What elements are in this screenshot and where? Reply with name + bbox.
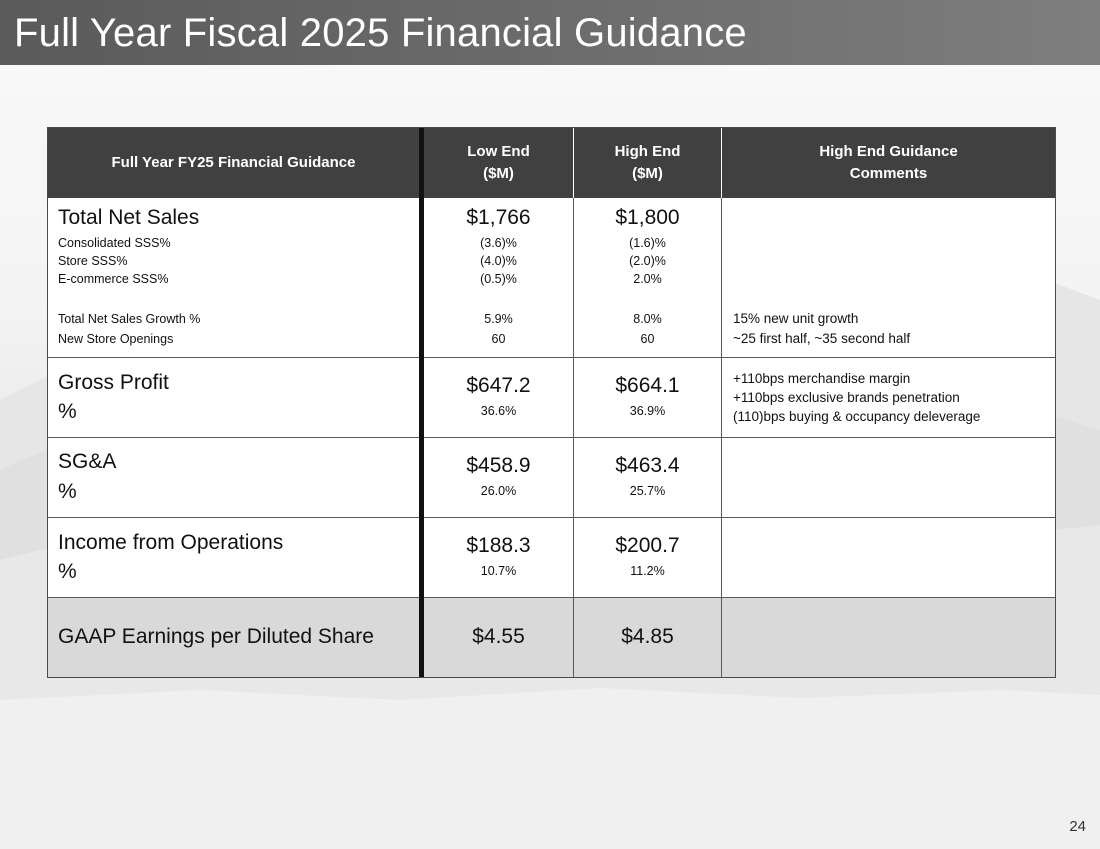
header-low-line1: Low End xyxy=(467,143,530,160)
subrow-label: Store SSS% xyxy=(58,254,128,268)
gross-profit-label: Gross Profit xyxy=(58,371,169,394)
subrow-label: E-commerce SSS% xyxy=(58,272,169,286)
subrow-label: Consolidated SSS% xyxy=(58,236,171,250)
row-divider xyxy=(48,597,1055,598)
subrow-comment: ~25 first half, ~35 second half xyxy=(733,331,911,346)
eps-low: $4.55 xyxy=(472,625,525,648)
sga-low: $458.9 xyxy=(466,454,531,477)
net-sales-high: $1,800 xyxy=(615,206,680,229)
subrow-low: (0.5)% xyxy=(480,272,517,286)
gross-profit-high-pct: 36.9% xyxy=(629,404,666,418)
title-bar: Full Year Fiscal 2025 Financial Guidance xyxy=(0,0,1100,65)
subrow-high: (1.6)% xyxy=(629,236,666,250)
header-high-end: High End ($M) xyxy=(574,128,721,198)
income-ops-low-pct: 10.7% xyxy=(480,564,517,578)
header-high-line2: ($M) xyxy=(632,165,663,182)
subrow-low: (4.0)% xyxy=(480,254,517,268)
subrow-low: (3.6)% xyxy=(480,236,517,250)
subrow-high: 2.0% xyxy=(633,272,662,286)
header-metric: Full Year FY25 Financial Guidance xyxy=(48,128,419,198)
sga-label: SG&A xyxy=(58,450,117,473)
subrow-label: New Store Openings xyxy=(58,332,174,346)
income-ops-high-pct: 11.2% xyxy=(630,564,665,578)
sga-pct-label: % xyxy=(58,480,77,503)
net-sales-low: $1,766 xyxy=(466,206,531,229)
header-low-line2: ($M) xyxy=(483,165,514,182)
eps-label: GAAP Earnings per Diluted Share xyxy=(58,625,374,648)
subrow-low: 5.9% xyxy=(484,312,513,326)
gross-profit-high: $664.1 xyxy=(615,374,680,397)
subrow-high: (2.0)% xyxy=(629,254,666,268)
income-ops-pct-label: % xyxy=(58,560,77,583)
income-ops-high: $200.7 xyxy=(615,534,680,557)
net-sales-label: Total Net Sales xyxy=(58,206,200,229)
subrow-high: 8.0% xyxy=(633,312,662,326)
header-comments-line2: Comments xyxy=(849,165,928,182)
header-metric-label: Full Year FY25 Financial Guidance xyxy=(111,154,356,171)
guidance-table: Full Year FY25 Financial Guidance Low En… xyxy=(47,127,1056,678)
column-divider xyxy=(573,198,574,677)
gross-profit-comment: +110bps exclusive brands penetration xyxy=(733,390,960,405)
gross-profit-low-pct: 36.6% xyxy=(480,404,517,418)
gross-profit-comment: +110bps merchandise margin xyxy=(733,371,911,386)
subrow-comment: 15% new unit growth xyxy=(733,311,859,326)
income-ops-low: $188.3 xyxy=(466,534,531,557)
header-comments: High End Guidance Comments xyxy=(722,128,1055,198)
sga-high-pct: 25.7% xyxy=(629,484,666,498)
gross-profit-comment: (110)bps buying & occupancy deleverage xyxy=(733,409,981,424)
gross-profit-pct-label: % xyxy=(58,400,77,423)
income-ops-label: Income from Operations xyxy=(58,531,284,554)
row-divider xyxy=(48,437,1055,438)
header-low-end: Low End ($M) xyxy=(424,128,573,198)
eps-high: $4.85 xyxy=(621,625,674,648)
subrow-low: 60 xyxy=(491,332,506,346)
eps-row-background xyxy=(48,598,1055,677)
header-high-line1: High End xyxy=(614,143,681,160)
row-divider xyxy=(48,517,1055,518)
page-number: 24 xyxy=(1069,818,1086,835)
sga-low-pct: 26.0% xyxy=(480,484,517,498)
subrow-label: Total Net Sales Growth % xyxy=(58,312,201,326)
row-divider xyxy=(48,357,1055,358)
sga-high: $463.4 xyxy=(615,454,680,477)
header-comments-line1: High End Guidance xyxy=(819,143,958,160)
gross-profit-low: $647.2 xyxy=(466,374,531,397)
thick-column-divider xyxy=(419,128,424,677)
subrow-high: 60 xyxy=(640,332,655,346)
slide-title: Full Year Fiscal 2025 Financial Guidance xyxy=(14,11,747,55)
column-divider xyxy=(721,198,722,677)
